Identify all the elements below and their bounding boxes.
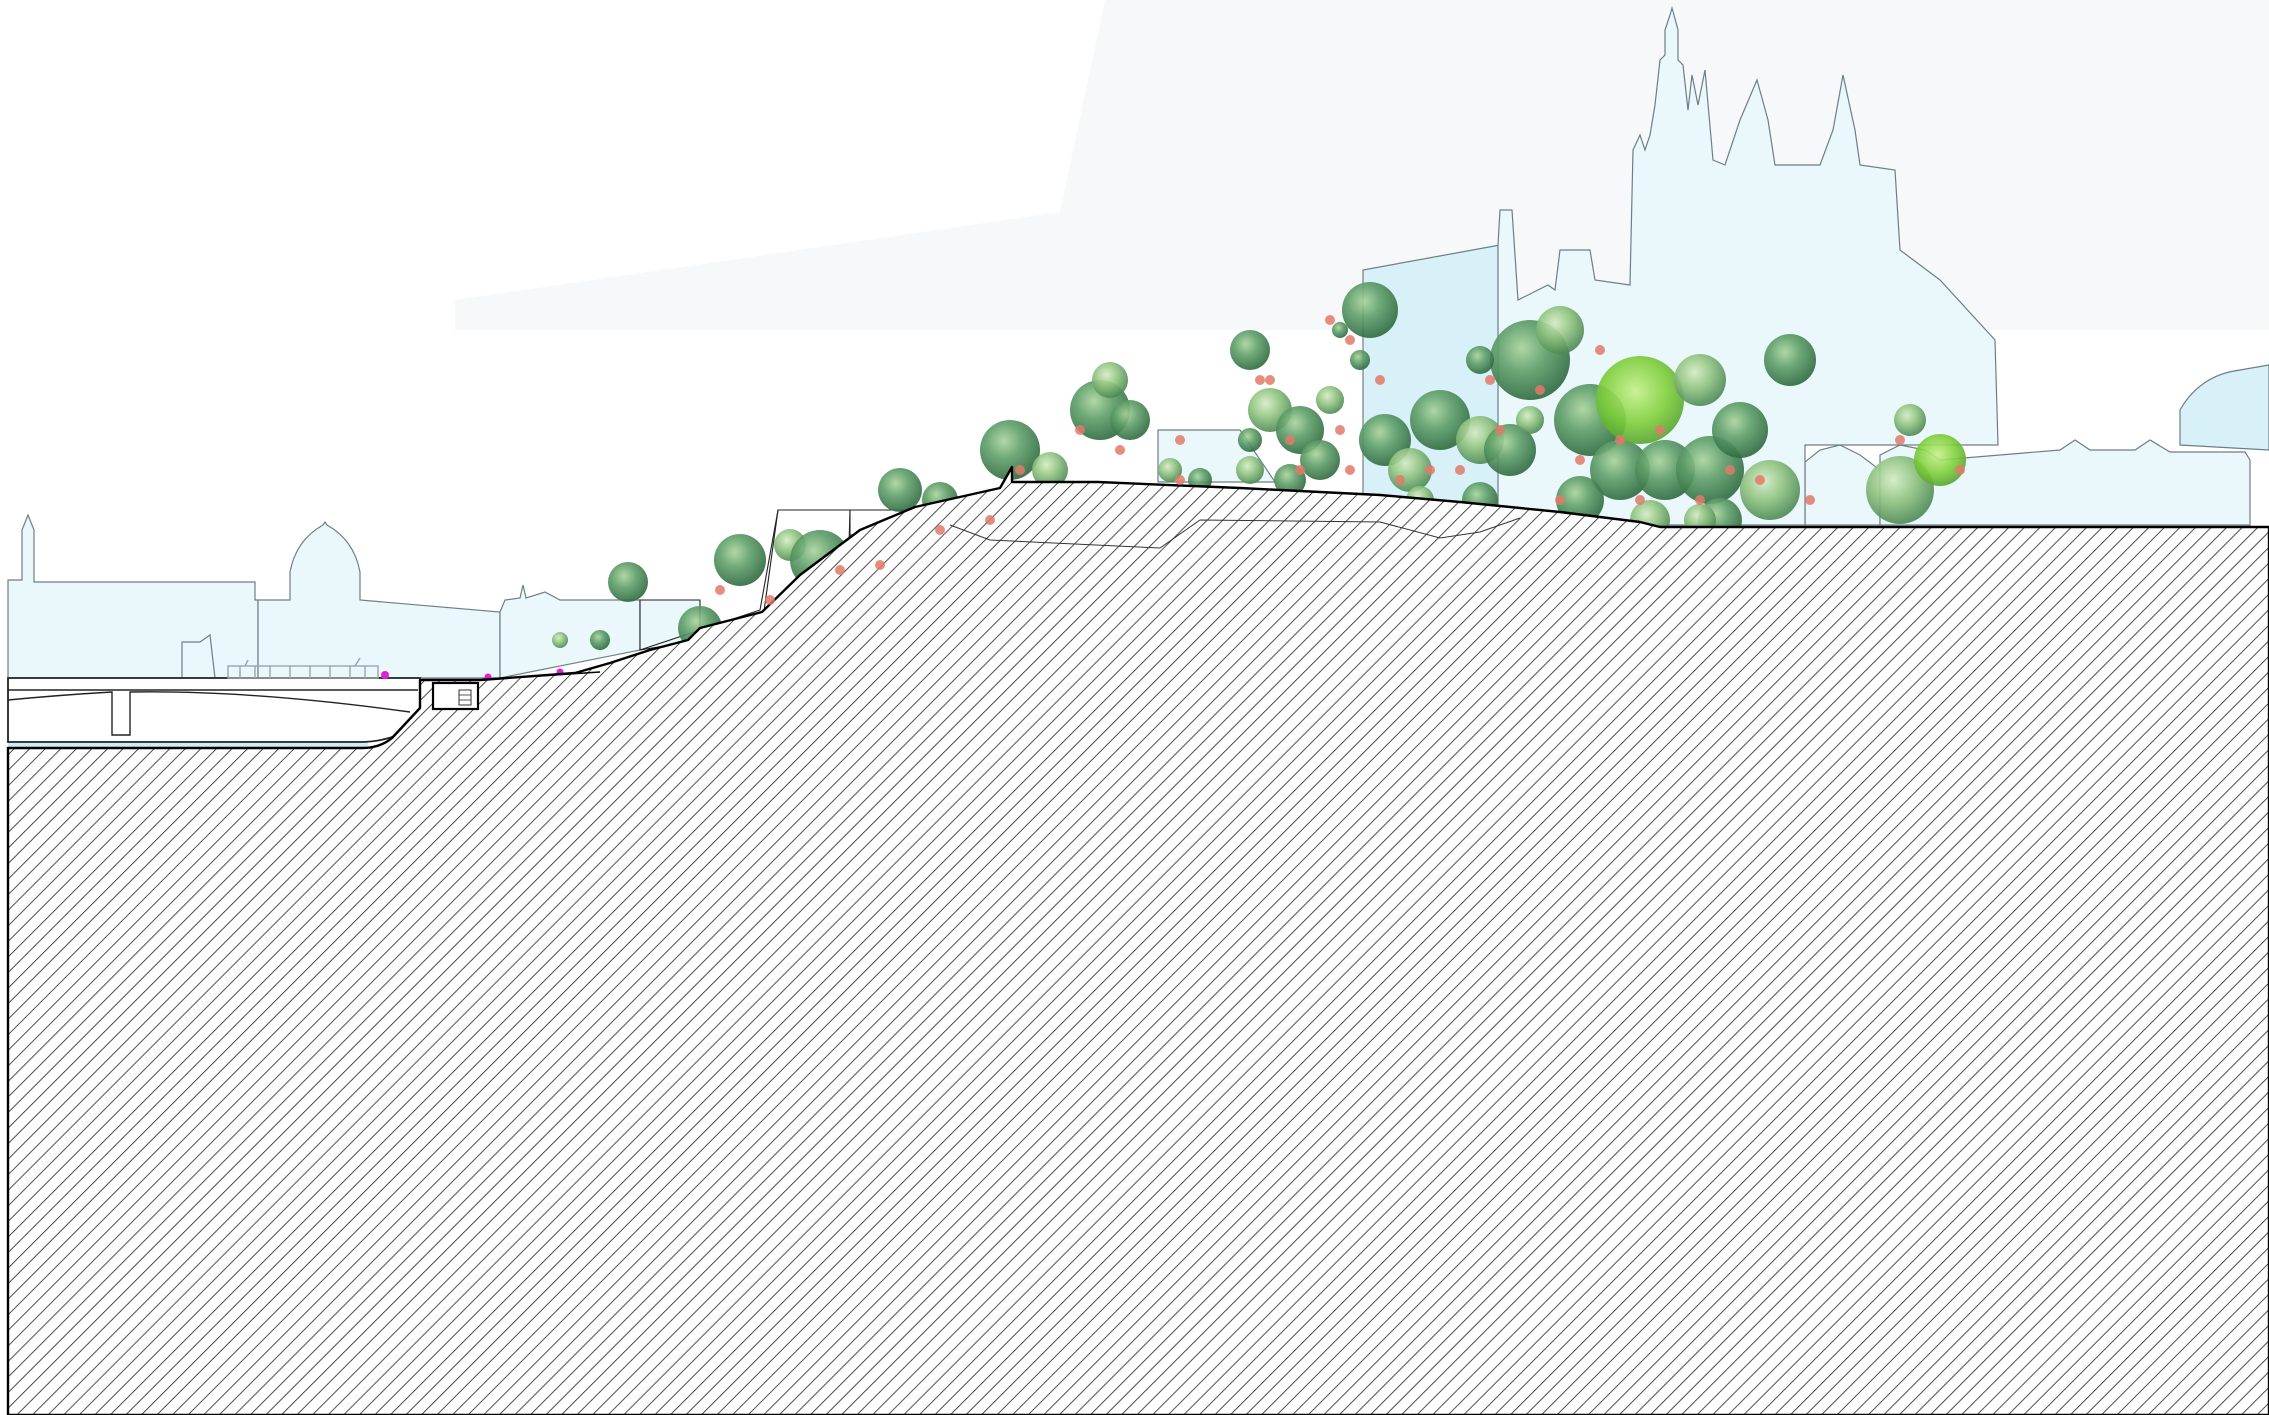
tree-canopy [1110,400,1150,440]
blossom [935,525,945,535]
tree-canopy [1230,330,1270,370]
tree-canopy [1484,424,1536,476]
tree-canopy [1590,440,1650,500]
tree-canopy [608,562,648,602]
blossom [1295,465,1305,475]
tree-canopy [1740,460,1800,520]
blossom [1255,375,1265,385]
blossom [765,595,775,605]
tree-canopy [1894,404,1926,436]
tree-canopy [1712,402,1768,458]
bridge [7,677,421,743]
tree-canopy [1914,434,1966,486]
tree-canopy [1466,346,1494,374]
tree-canopy [1316,386,1344,414]
tree-canopy [1300,440,1340,480]
blossom [835,565,845,575]
blossom [1725,465,1735,475]
tree-canopy [1596,356,1684,444]
blossom [1755,475,1765,485]
tree-canopy [878,468,922,512]
blossom [1615,435,1625,445]
blossom [1375,375,1385,385]
blossom [1395,475,1405,485]
tree-canopy [590,630,610,650]
blossom [1555,495,1565,505]
tree-canopy [1764,334,1816,386]
blossom [1805,495,1815,505]
blossom [1655,425,1665,435]
tram [227,657,379,679]
tree-canopy [1516,406,1544,434]
tree-canopy [1332,322,1348,338]
tree-canopy [714,534,766,586]
blossom [1535,385,1545,395]
tree-canopy [1158,458,1182,482]
tree-canopy [980,420,1040,480]
domed-building [7,513,641,679]
tree-canopy [1410,390,1470,450]
tree-canopy [1032,452,1068,488]
blossom [1895,435,1905,445]
blossom [1425,465,1435,475]
blossom [1485,375,1495,385]
blossom [1175,475,1185,485]
blossom [1955,465,1965,475]
tree-canopy [1536,306,1584,354]
hatched-ground [6,465,2269,1415]
tree-canopy [1092,362,1128,398]
blossom [1575,455,1585,465]
blossom [1495,425,1505,435]
blossom [715,585,725,595]
tunnel [431,681,480,711]
tree-canopy [1866,456,1934,524]
blossom [985,515,995,525]
tree-canopy [1342,282,1398,338]
blossom [1285,435,1295,445]
blossom [1335,425,1345,435]
blossom [1345,465,1355,475]
blossom [1265,375,1275,385]
blossom [1015,465,1025,475]
blossom [875,560,885,570]
tree-canopy [1674,354,1726,406]
hillside-garden [715,315,1965,605]
tree-canopy [1236,456,1264,484]
tree-canopy [1238,428,1262,452]
embankment [477,671,601,681]
blossom [1695,495,1705,505]
blossom [1325,315,1335,325]
tree-canopy [1350,350,1370,370]
blossom [1635,495,1645,505]
blossom [1075,425,1085,435]
blossom [1455,465,1465,475]
blossom [1115,445,1125,455]
blossom [1345,335,1355,345]
tree-canopy [552,632,568,648]
blossom [1595,345,1605,355]
blossom [1175,435,1185,445]
trees [552,282,1966,650]
sky-haze [455,0,2269,330]
